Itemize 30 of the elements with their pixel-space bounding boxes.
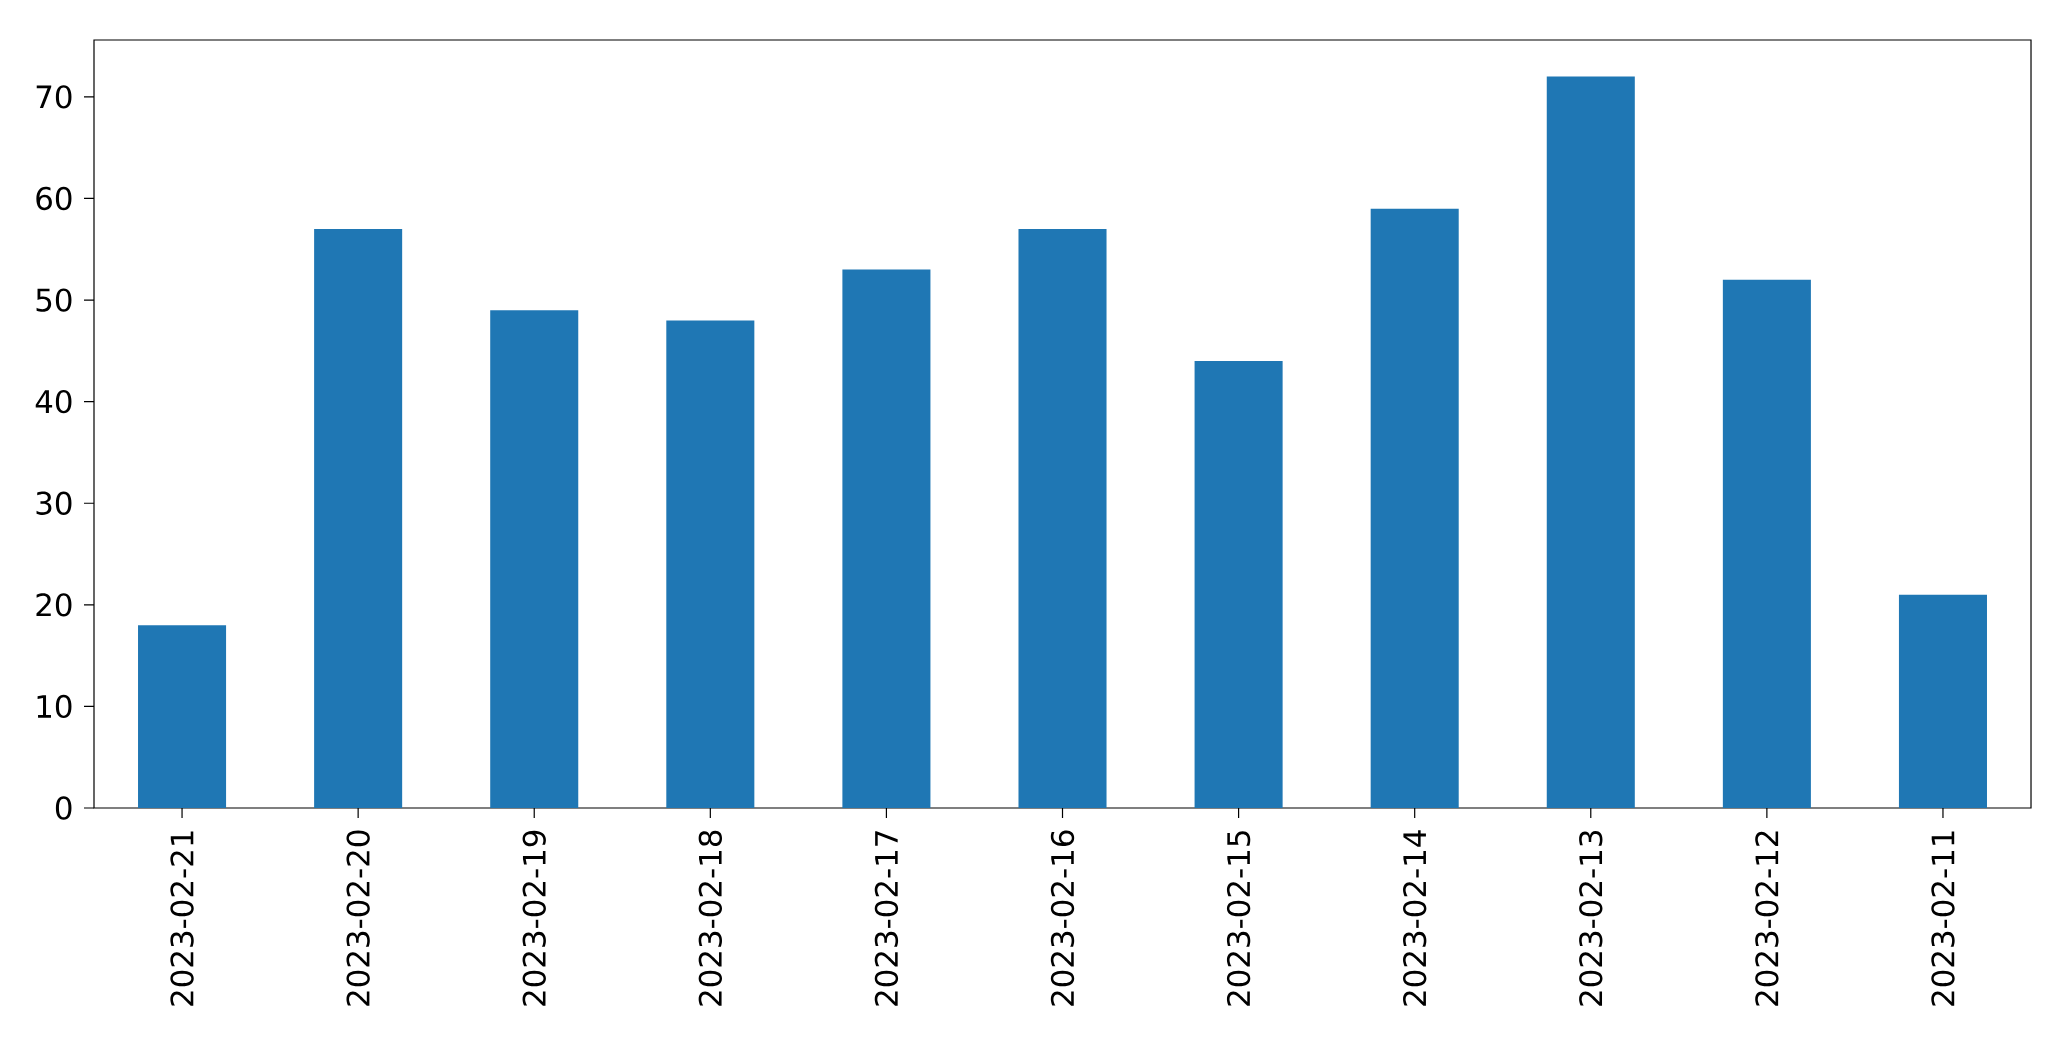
- y-tick-label: 30: [36, 491, 72, 515]
- y-tick-label: 20: [36, 593, 72, 617]
- bar: [1546, 76, 1635, 808]
- x-tick-label: 2023-02-18: [698, 830, 722, 1006]
- x-tick-label: 2023-02-13: [1579, 831, 1603, 1006]
- x-tick-label: 2023-02-17: [874, 831, 899, 1006]
- x-tick-label: 2023-02-19: [522, 830, 546, 1006]
- x-tick-label: 2023-02-11: [1931, 831, 1955, 1006]
- bar: [1722, 279, 1811, 808]
- x-tick-label: 2023-02-16: [1050, 830, 1075, 1006]
- y-tick-label: 0: [55, 796, 72, 820]
- bar: [138, 625, 227, 808]
- y-tick-label: 50: [36, 288, 72, 312]
- bar: [842, 269, 931, 808]
- x-tick-label: 2023-02-15: [1226, 831, 1251, 1006]
- y-tick-label: 10: [37, 694, 72, 719]
- y-tick-label: 40: [35, 389, 72, 414]
- bar: [1898, 594, 1987, 808]
- bar: [490, 310, 579, 808]
- bar: [1018, 228, 1107, 808]
- bar: [314, 228, 403, 808]
- bar: [666, 320, 755, 808]
- x-tick-label: 2023-02-14: [1403, 830, 1427, 1006]
- x-tick-label: 2023-02-20: [346, 830, 370, 1006]
- bar: [1194, 361, 1283, 808]
- x-tick-label: 2023-02-21: [170, 831, 194, 1006]
- x-tick-label: 2023-02-12: [1755, 831, 1779, 1006]
- bar: [1370, 208, 1459, 808]
- y-tick-label: 60: [36, 186, 72, 211]
- y-tick-label: 70: [36, 85, 72, 109]
